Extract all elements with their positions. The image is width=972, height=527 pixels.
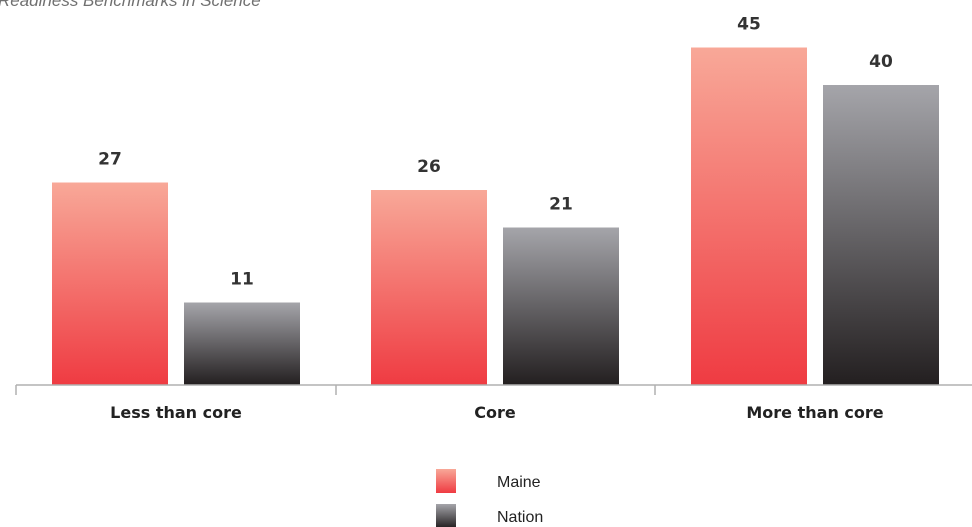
x-tick-label-more-than-core: More than core	[746, 403, 883, 422]
x-tick-label-core: Core	[474, 403, 516, 422]
bar-maine-less-than-core	[52, 182, 168, 385]
x-axis: Less than core Core More than core	[15, 384, 972, 422]
bar-maine-core	[371, 190, 487, 385]
legend: Maine Nation	[436, 469, 543, 527]
bar-nation-less-than-core	[184, 302, 300, 385]
bar-nation-core	[503, 227, 619, 385]
bar-maine-more-than-core	[691, 47, 807, 385]
legend-label-nation: Nation	[497, 509, 543, 526]
legend-swatch-nation	[436, 504, 456, 527]
value-label-maine-less-than-core: 27	[98, 150, 122, 170]
value-label-nation-less-than-core: 11	[230, 270, 254, 290]
legend-swatch-maine	[436, 469, 456, 493]
value-labels-layer: 27 11 26 21 45 40	[98, 15, 893, 290]
value-label-nation-core: 21	[549, 195, 573, 215]
legend-label-maine: Maine	[497, 474, 541, 491]
value-label-maine-core: 26	[417, 157, 441, 177]
x-axis-ticks	[15, 385, 656, 395]
value-label-maine-more-than-core: 45	[737, 15, 761, 35]
chart-title: Readiness Benchmarks in Science	[0, 0, 261, 10]
x-axis-tick-labels: Less than core Core More than core	[110, 403, 884, 422]
value-label-nation-more-than-core: 40	[869, 52, 893, 72]
bars-layer	[52, 47, 939, 385]
bar-nation-more-than-core	[823, 85, 939, 385]
x-tick-label-less-than-core: Less than core	[110, 403, 242, 422]
